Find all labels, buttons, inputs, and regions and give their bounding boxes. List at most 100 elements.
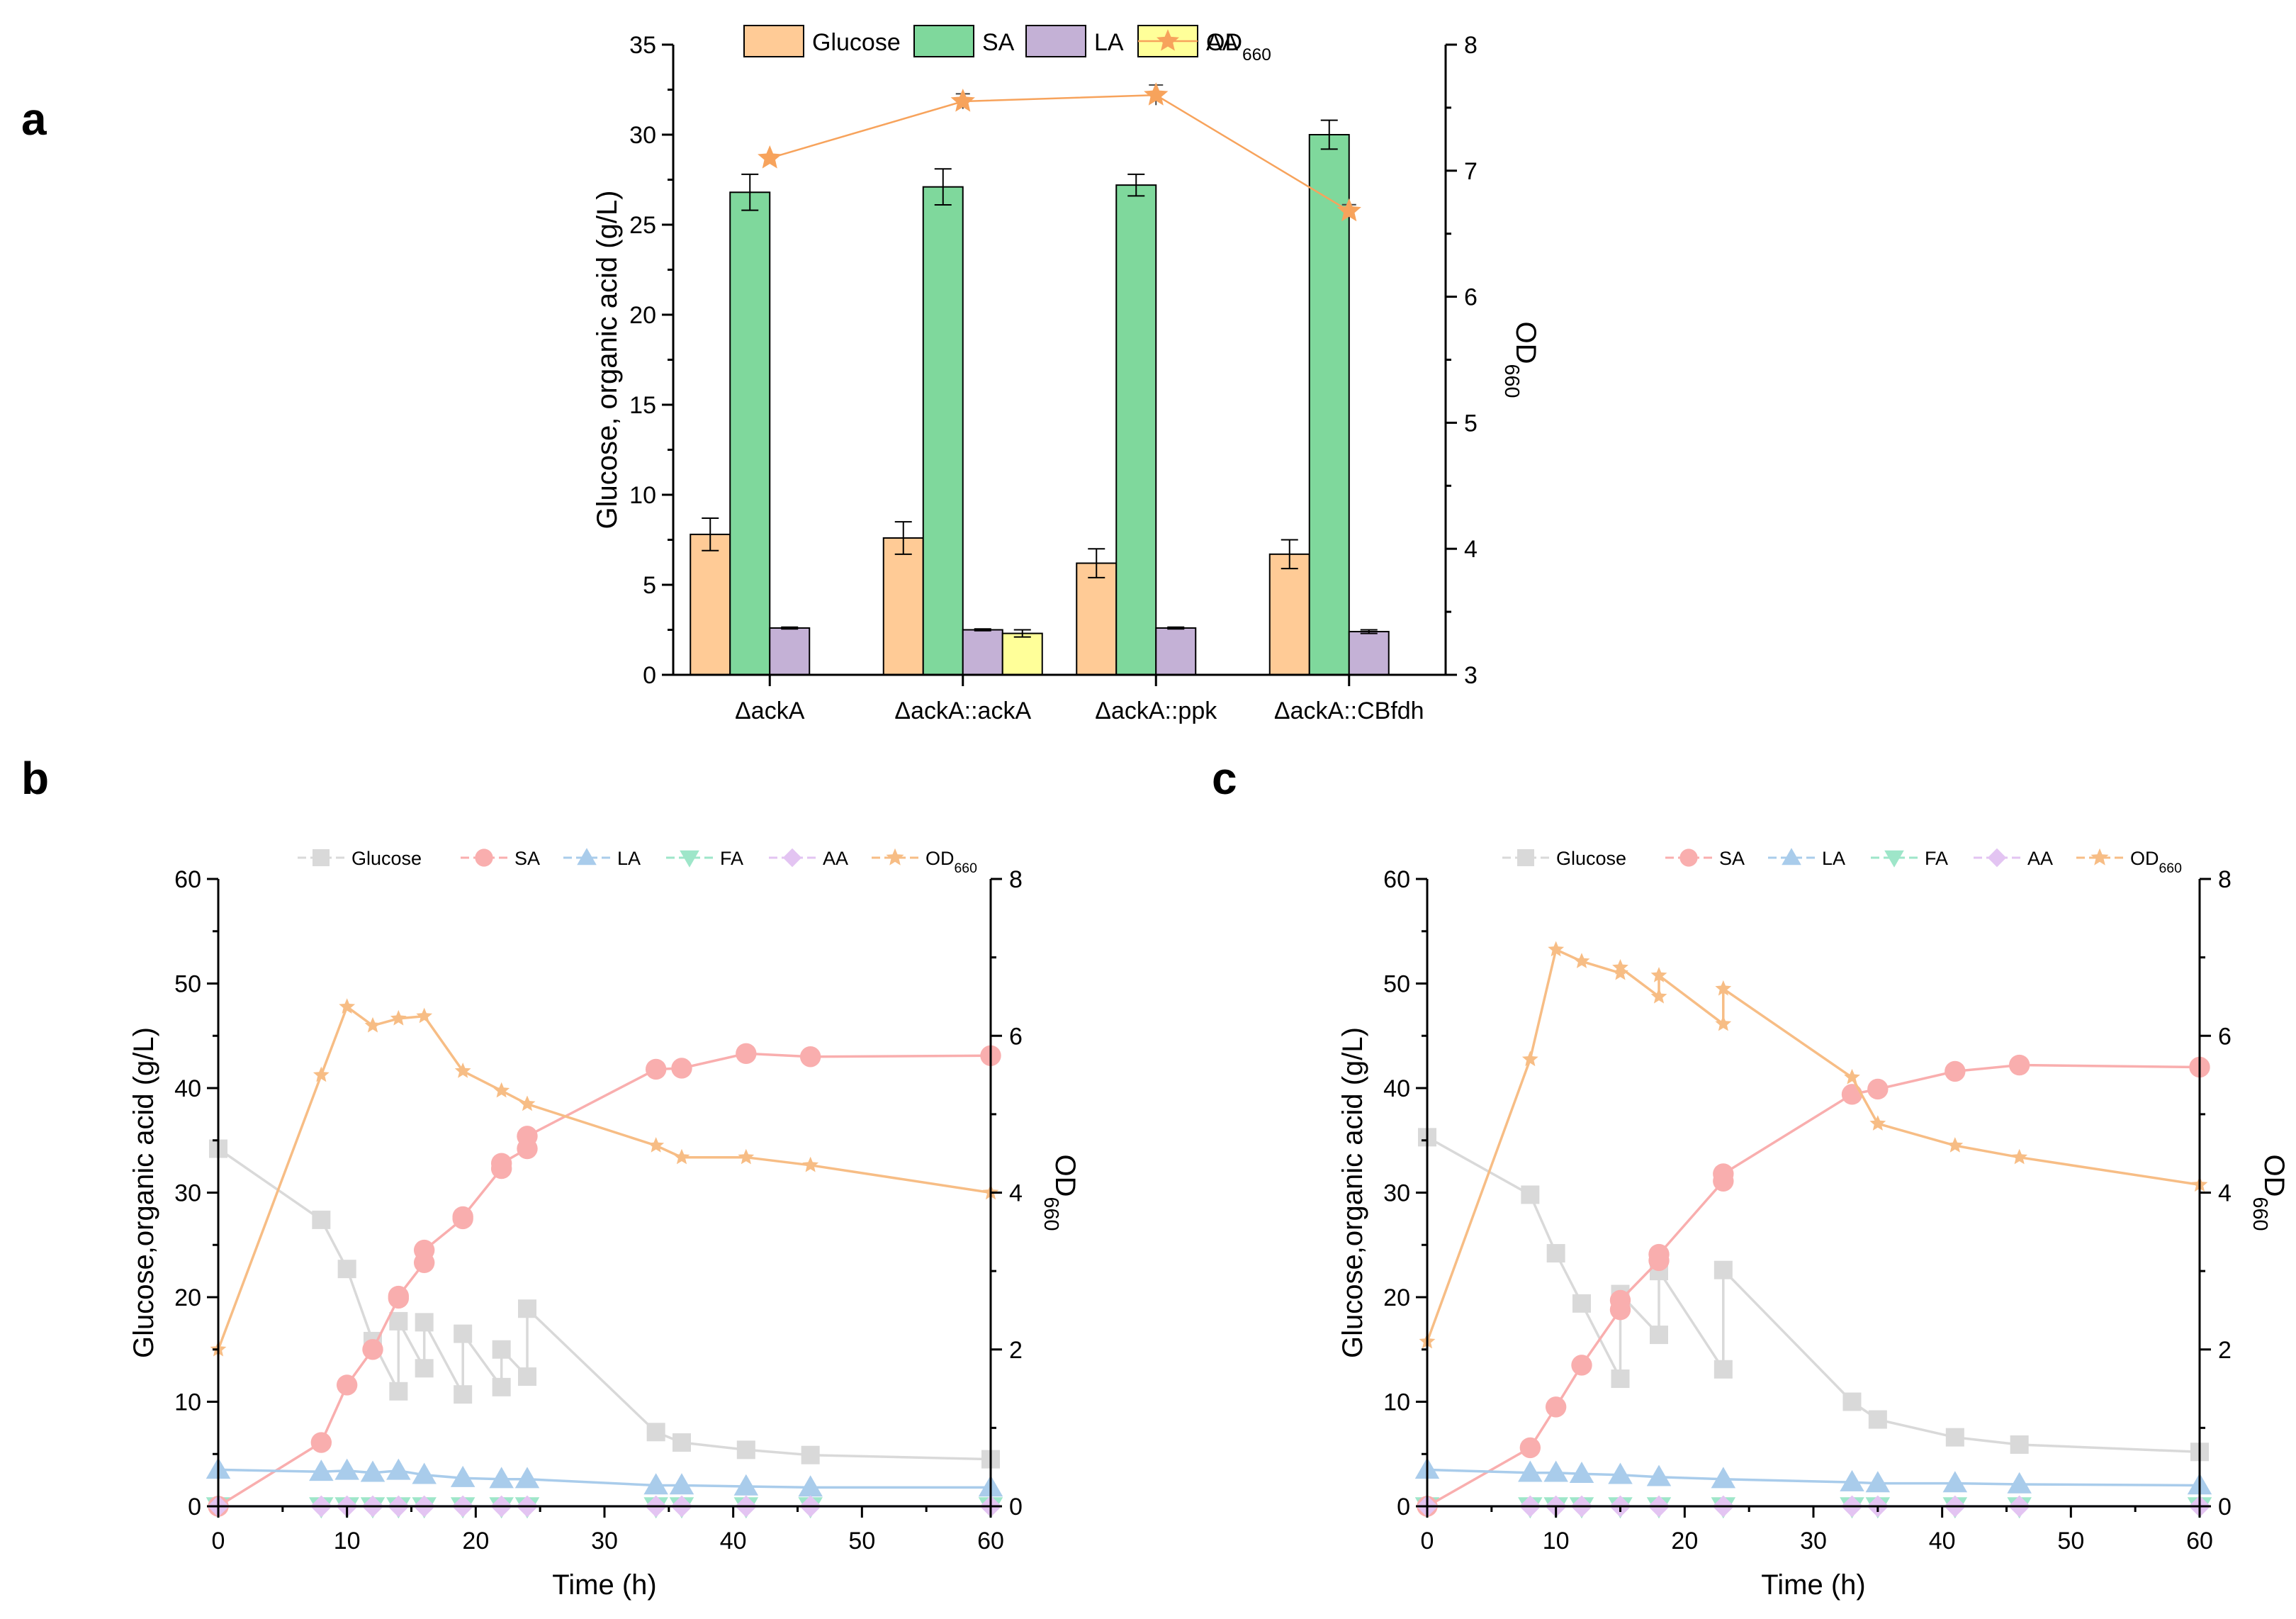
point-od660-7 <box>1650 967 1667 982</box>
y2-axis-title-sub: 660 <box>1500 364 1523 398</box>
bar-sa-0 <box>729 191 771 676</box>
y-tick-label-0: 0 <box>188 1494 201 1520</box>
point-glucose-4 <box>1611 1369 1630 1389</box>
x-tick-label-4: 40 <box>1929 1528 1956 1554</box>
x-tick-label-2: ΔackA::ppk <box>1095 698 1217 724</box>
point-sa-1 <box>1519 1437 1541 1459</box>
point-glucose-15 <box>673 1433 691 1452</box>
series-line-od660 <box>217 1004 991 1350</box>
point-la-1 <box>1518 1460 1543 1482</box>
point-sa-16 <box>736 1043 757 1065</box>
point-la-6 <box>450 1465 475 1487</box>
legend-item-glucose: Glucose <box>298 848 422 869</box>
y-tick-label-6: 60 <box>1383 866 1410 893</box>
point-la-1 <box>309 1460 334 1481</box>
point-la-6 <box>1711 1467 1736 1489</box>
legend-label-aa: AA <box>823 848 848 869</box>
legend-item-la: LA <box>1025 25 1124 57</box>
legend-swatch-glucose <box>743 25 804 57</box>
x-tick-label-4: 40 <box>720 1528 747 1554</box>
point-od660-5 <box>1612 959 1628 975</box>
legend-marker-sa <box>475 848 493 867</box>
legend-label-od660-main: OD <box>925 848 955 869</box>
bar-la-2 <box>1155 627 1197 676</box>
y-tick-label-3: 30 <box>174 1180 201 1207</box>
x-axis-title: Time (h) <box>552 1569 656 1601</box>
x-tick-label-3: 30 <box>591 1528 618 1554</box>
x-tick-label-1: ΔackA::ackA <box>894 698 1031 724</box>
point-glucose-17 <box>801 1445 820 1464</box>
point-od660-6 <box>454 1063 471 1078</box>
y2-tick-label-1: 2 <box>2218 1337 2232 1364</box>
legend-marker-fa <box>680 850 699 868</box>
legend-item-od660: OD660 <box>1138 29 1271 65</box>
x-tick-label-1: 10 <box>334 1528 361 1554</box>
point-od660-4 <box>390 1009 407 1026</box>
y2-axis-title: OD660 <box>1040 1154 1081 1231</box>
y-tick-label-7: 35 <box>629 32 656 59</box>
point-la-9 <box>1942 1471 1968 1493</box>
legend-marker-fa <box>1884 850 1904 868</box>
y2-tick-label-4: 8 <box>1009 866 1023 893</box>
y-tick-label-6: 60 <box>174 866 201 893</box>
point-od660-12 <box>1947 1137 1964 1153</box>
y2-tick-label-5: 8 <box>1464 32 1478 59</box>
x-tick-label-5: 50 <box>848 1528 875 1554</box>
point-sa-15 <box>671 1058 692 1079</box>
series-line-la <box>218 1468 991 1489</box>
legend-label-sa: SA <box>514 848 540 869</box>
point-glucose-7 <box>415 1313 434 1332</box>
legend-marker-sa <box>1679 848 1698 867</box>
legend-label-fa: FA <box>1925 848 1948 869</box>
legend-item-od660: OD660 <box>2076 848 2182 876</box>
point-od660-3 <box>364 1016 381 1033</box>
point-la-10 <box>2007 1472 2032 1494</box>
point-od660-6 <box>1650 987 1667 1004</box>
point-sa-11 <box>490 1153 512 1174</box>
panel-label-c: c <box>1212 753 1237 804</box>
legend-label-glucose: Glucose <box>1556 848 1626 869</box>
legend-item-fa: FA <box>1871 848 1948 869</box>
legend-label-la: LA <box>1822 848 1845 869</box>
legend-label-la: LA <box>1094 29 1124 56</box>
point-sa-12 <box>1945 1060 1966 1082</box>
legend-marker-glucose <box>313 849 330 866</box>
point-glucose-16 <box>736 1440 755 1460</box>
legend-marker-la <box>1782 848 1801 865</box>
point-la-10 <box>669 1473 694 1495</box>
point-la-4 <box>1608 1462 1633 1484</box>
y-tick-label-4: 20 <box>629 302 656 329</box>
bar-la-3 <box>1348 631 1390 676</box>
point-glucose-9 <box>454 1324 473 1343</box>
y-axis-title: Glucose,organic acid (g/L) <box>1337 1027 1368 1358</box>
x-tick-label-0: ΔackA <box>735 698 805 724</box>
point-la-8 <box>1865 1471 1891 1493</box>
point-glucose-5 <box>389 1311 408 1331</box>
point-sa-3 <box>362 1339 383 1360</box>
series-line-od660 <box>1426 948 2200 1343</box>
point-la-7 <box>1840 1469 1864 1491</box>
point-sa-9 <box>452 1206 473 1228</box>
panel-label-a: a <box>21 94 47 145</box>
point-glucose-10 <box>492 1377 511 1396</box>
legend-item-la: LA <box>563 848 641 869</box>
point-la-12 <box>798 1475 823 1497</box>
point-glucose-4 <box>389 1382 408 1401</box>
legend-item-sa: SA <box>1665 848 1745 869</box>
legend-item-sa: SA <box>913 25 1015 57</box>
point-sa-13 <box>2008 1054 2030 1076</box>
y-axis-title: Glucose,organic acid (g/L) <box>128 1027 159 1358</box>
y2-tick-label-3: 6 <box>1009 1023 1023 1050</box>
x-tick-label-0: 0 <box>1421 1528 1434 1554</box>
point-glucose-9 <box>1713 1260 1733 1279</box>
bar-la-0 <box>769 627 811 676</box>
y-tick-label-2: 10 <box>629 482 656 509</box>
point-la-3 <box>1569 1462 1594 1484</box>
series-line-sa <box>218 1052 991 1508</box>
legend-chart-b: Glucose SA LA FA AA OD660 <box>298 848 977 876</box>
point-sa-11 <box>1867 1078 1889 1100</box>
legend-item-sa: SA <box>461 848 540 869</box>
point-glucose-11 <box>492 1340 511 1359</box>
x-tick-label-3: 30 <box>1800 1528 1827 1554</box>
